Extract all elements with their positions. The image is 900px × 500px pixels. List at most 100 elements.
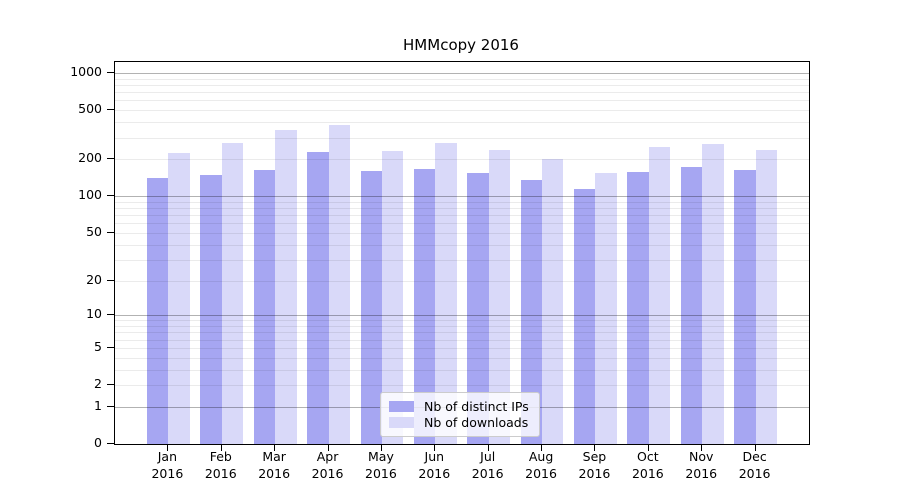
gridline-major	[115, 196, 809, 198]
y-tick-label: 5	[94, 338, 102, 354]
bar-nb-of-downloads-dec	[755, 149, 777, 444]
bar-nb-of-distinct-ips-feb	[200, 175, 222, 444]
y-tick	[107, 158, 114, 160]
x-tick-label: Dec 2016	[738, 449, 771, 481]
gridline-minor	[115, 232, 809, 234]
y-tick-label: 1	[94, 397, 102, 413]
x-tick	[220, 444, 222, 451]
downloads-swatch	[389, 417, 414, 428]
x-tick-label: Jan 2016	[151, 449, 184, 481]
x-tick	[594, 444, 596, 451]
x-tick-label: Jun 2016	[418, 449, 451, 481]
x-tick-label: Nov 2016	[685, 449, 718, 481]
bar-nb-of-downloads-aug	[542, 159, 564, 444]
gridline-minor	[115, 385, 809, 387]
gridline-minor	[115, 244, 809, 246]
y-tick	[107, 195, 114, 197]
bar-nb-of-distinct-ips-may	[360, 171, 382, 444]
y-tick	[107, 346, 114, 348]
x-tick	[274, 444, 276, 451]
legend: Nb of distinct IPs Nb of downloads	[380, 392, 540, 437]
x-tick	[701, 444, 703, 451]
x-tick-label: Jul 2016	[471, 449, 504, 481]
gridline-minor	[115, 85, 809, 87]
grid-layer	[115, 62, 809, 444]
gridline-minor	[115, 369, 809, 371]
bars-layer	[115, 62, 809, 444]
x-tick-label: Apr 2016	[311, 449, 344, 481]
gridline-minor	[115, 208, 809, 210]
gridline-minor	[115, 122, 809, 124]
bar-nb-of-distinct-ips-jul	[467, 172, 489, 444]
y-tick	[107, 72, 114, 74]
x-tick-label: Aug 2016	[525, 449, 557, 481]
gridline-minor	[115, 347, 809, 349]
gridline-minor	[115, 320, 809, 322]
x-tick	[647, 444, 649, 451]
bar-nb-of-distinct-ips-sep	[574, 189, 596, 444]
gridline-minor	[115, 215, 809, 217]
gridline-minor	[115, 223, 809, 225]
distinct-ips-swatch	[389, 401, 414, 412]
bar-nb-of-distinct-ips-dec	[734, 169, 756, 444]
y-tick-label: 200	[78, 150, 102, 166]
gridline-major	[115, 315, 809, 317]
y-tick-label: 500	[78, 101, 102, 117]
legend-label-distinct-ips: Nb of distinct IPs	[424, 399, 529, 414]
plot-area	[114, 61, 810, 445]
bar-nb-of-downloads-nov	[702, 144, 724, 444]
x-tick-label: Mar 2016	[258, 449, 291, 481]
y-tick-label: 50	[86, 223, 102, 239]
legend-item-distinct-ips: Nb of distinct IPs	[389, 399, 529, 414]
y-tick-label: 10	[86, 306, 102, 322]
legend-item-downloads: Nb of downloads	[389, 415, 529, 430]
bar-nb-of-downloads-apr	[328, 124, 350, 444]
bar-nb-of-downloads-jun	[435, 143, 457, 444]
gridline-minor	[115, 100, 809, 102]
gridline-minor	[115, 326, 809, 328]
bar-nb-of-downloads-jan	[168, 152, 190, 444]
gridline-minor	[115, 78, 809, 80]
gridline-minor	[115, 357, 809, 359]
y-tick	[107, 384, 114, 386]
bar-nb-of-distinct-ips-jan	[146, 177, 169, 444]
bar-nb-of-downloads-oct	[648, 147, 671, 444]
y-tick-label: 0	[94, 435, 102, 450]
gridline-minor	[115, 280, 809, 282]
x-tick-label: May 2016	[365, 449, 397, 481]
x-tick	[541, 444, 543, 451]
gridline-major	[115, 73, 809, 75]
bar-nb-of-downloads-may	[381, 151, 404, 444]
gridline-minor	[115, 137, 809, 139]
x-tick-label: Oct 2016	[631, 449, 664, 481]
gridline-minor	[115, 110, 809, 112]
bar-nb-of-distinct-ips-nov	[680, 166, 703, 444]
gridline-minor	[115, 339, 809, 341]
gridline-minor	[115, 259, 809, 261]
gridline-minor	[115, 159, 809, 161]
x-tick	[167, 444, 169, 451]
y-tick-label: 20	[86, 271, 102, 287]
bar-nb-of-downloads-mar	[275, 130, 297, 444]
y-tick	[107, 314, 114, 316]
y-tick-label: 1000	[70, 64, 102, 80]
y-tick	[107, 443, 114, 444]
y-tick	[107, 109, 114, 111]
bar-nb-of-downloads-jul	[488, 149, 511, 444]
x-tick	[434, 444, 436, 451]
bar-nb-of-downloads-feb	[221, 143, 244, 444]
bar-nb-of-downloads-sep	[595, 173, 617, 444]
x-tick	[754, 444, 756, 451]
gridline-minor	[115, 201, 809, 203]
bar-nb-of-distinct-ips-jun	[413, 168, 436, 444]
x-tick-label: Feb 2016	[204, 449, 237, 481]
bar-nb-of-distinct-ips-apr	[307, 151, 329, 444]
bar-nb-of-distinct-ips-aug	[520, 180, 543, 444]
legend-label-downloads: Nb of downloads	[424, 415, 529, 430]
y-tick-label: 100	[78, 187, 102, 203]
x-tick	[380, 444, 382, 451]
chart-title: HMMcopy 2016	[403, 36, 519, 54]
gridline-minor	[115, 92, 809, 94]
y-tick	[107, 279, 114, 281]
